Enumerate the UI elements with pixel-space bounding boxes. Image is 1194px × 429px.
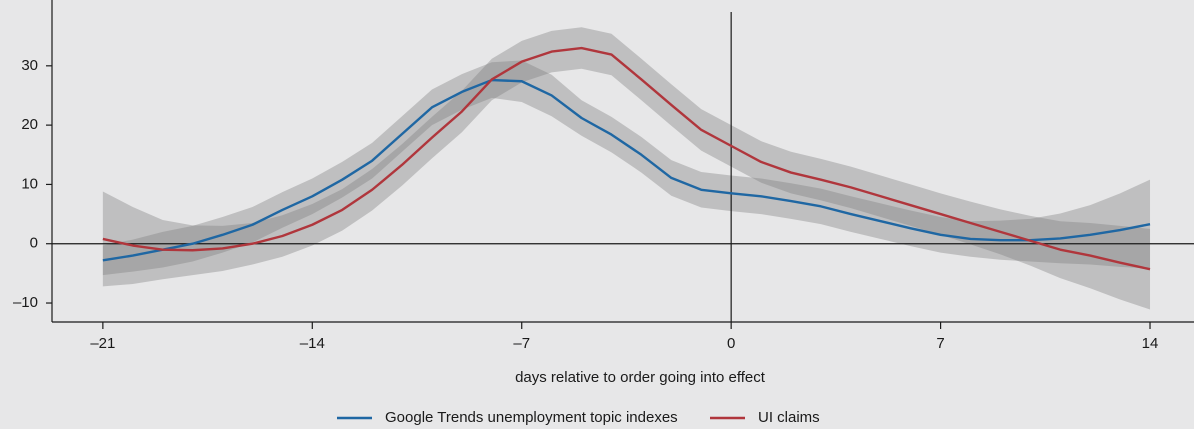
- series-line: [102, 46, 1151, 271]
- x-tick-label: –21: [90, 335, 115, 352]
- series-line: [102, 78, 1151, 262]
- y-tick-label: 20: [21, 116, 38, 133]
- x-tick-label: 7: [936, 335, 944, 352]
- confidence-band: [102, 27, 1151, 310]
- confidence-band: [102, 60, 1151, 276]
- x-tick-label: 14: [1142, 335, 1159, 352]
- y-tick-label: –10: [13, 294, 38, 311]
- y-tick-label: 30: [21, 57, 38, 74]
- legend-label: Google Trends unemployment topic indexes: [385, 409, 678, 426]
- x-axis-label: days relative to order going into effect: [515, 369, 766, 386]
- legend-label: UI claims: [758, 409, 820, 426]
- x-tick-label: 0: [727, 335, 735, 352]
- y-tick-label: 10: [21, 175, 38, 192]
- x-tick-label: –7: [513, 335, 530, 352]
- x-tick-label: –14: [300, 335, 325, 352]
- y-tick-label: 0: [30, 235, 38, 252]
